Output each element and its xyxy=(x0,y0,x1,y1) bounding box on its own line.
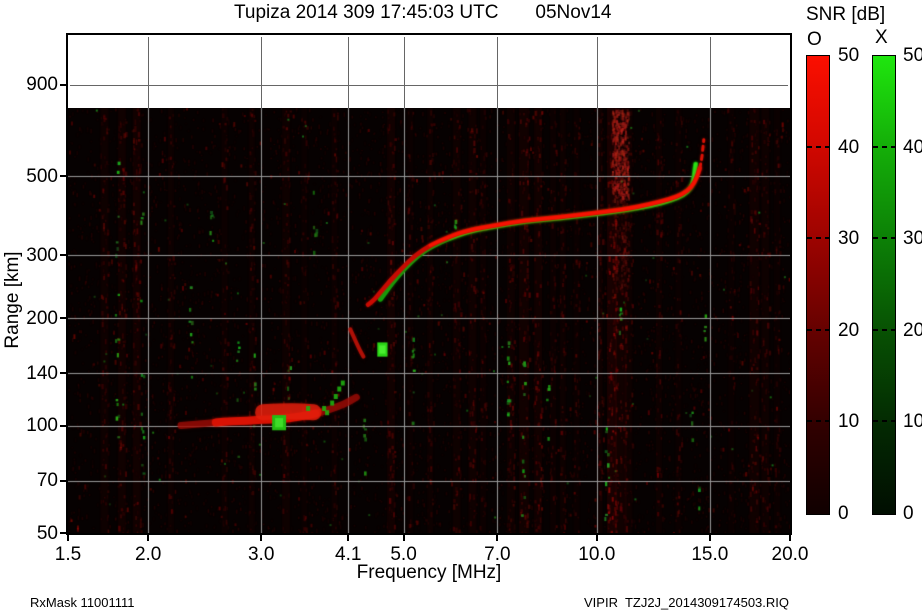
colorbar-tick-dash xyxy=(873,420,895,423)
x-tick-mark xyxy=(347,535,350,541)
colorbar-tick-dash xyxy=(807,145,829,148)
colorbar-o-label: O xyxy=(807,29,822,50)
x-tick-mark xyxy=(67,535,69,541)
colorbar-tick-dash xyxy=(807,237,829,240)
gridline-vertical xyxy=(403,37,405,108)
y-tick-label: 70 xyxy=(36,470,58,492)
y-tick-mark xyxy=(60,479,66,482)
y-tick-mark xyxy=(60,424,66,427)
x-tick-label: 4.1 xyxy=(335,544,362,565)
x-tick-label: 3.0 xyxy=(247,544,275,565)
chart-title: Tupiza 2014 309 17:45:03 UTC xyxy=(234,2,499,23)
ionogram-canvas xyxy=(68,108,790,533)
y-tick-mark xyxy=(60,254,66,257)
chart-date: 05Nov14 xyxy=(535,2,612,23)
colorbar-o xyxy=(806,55,830,515)
colorbar-tick-dash xyxy=(873,328,895,331)
colorbar-tick-label: 20 xyxy=(838,319,860,341)
y-tick-label: 50 xyxy=(36,522,58,544)
colorbar-tick-label: 10 xyxy=(903,411,922,433)
x-tick-label: 15.0 xyxy=(691,544,729,565)
gridline-vertical xyxy=(148,37,150,108)
plot-border xyxy=(66,33,792,535)
colorbar-tick-label: 0 xyxy=(838,503,849,524)
y-tick-label: 140 xyxy=(26,362,58,384)
x-tick-label: 10.0 xyxy=(578,544,616,565)
colorbar-tick-label: 40 xyxy=(903,136,922,158)
rxmask-text: RxMask 11001111 xyxy=(30,595,135,610)
x-tick-label: 2.0 xyxy=(134,544,162,565)
colorbar-tick-dash xyxy=(873,237,895,240)
gridline-vertical xyxy=(348,37,350,108)
gridline-900km xyxy=(70,84,788,86)
y-tick-label: 900 xyxy=(26,74,58,96)
x-tick-mark xyxy=(402,535,405,541)
y-tick-label: 200 xyxy=(26,307,58,329)
colorbar-tick-label: 50 xyxy=(903,45,922,66)
colorbar-tick-label: 0 xyxy=(903,503,914,524)
x-tick-mark xyxy=(789,535,791,541)
y-tick-mark xyxy=(60,175,66,178)
colorbar-x-label: X xyxy=(875,27,888,48)
colorbar-tick-dash xyxy=(807,328,829,331)
y-tick-label: 300 xyxy=(26,244,58,266)
x-tick-label: 1.5 xyxy=(54,544,82,565)
snr-legend-title: SNR [dB] xyxy=(806,4,886,25)
y-tick-mark xyxy=(60,317,66,320)
x-tick-mark xyxy=(708,535,711,541)
x-tick-mark xyxy=(496,535,499,541)
y-tick-mark xyxy=(60,532,66,534)
x-tick-label: 7.0 xyxy=(484,544,511,565)
colorbar-tick-label: 50 xyxy=(838,45,860,66)
x-tick-label: 20.0 xyxy=(771,544,809,565)
colorbar-tick-dash xyxy=(807,420,829,423)
y-tick-label: 100 xyxy=(26,415,58,437)
colorbar-tick-dash xyxy=(873,145,895,148)
colorbar-tick-label: 30 xyxy=(903,228,922,250)
colorbar-tick-label: 30 xyxy=(838,228,860,250)
colorbar-x xyxy=(872,55,896,515)
data-file-text: VIPIR TZJ2J_2014309174503.RIQ xyxy=(584,595,789,610)
x-tick-mark xyxy=(147,535,150,541)
y-tick-label: 500 xyxy=(26,165,58,187)
colorbar-tick-label: 40 xyxy=(838,136,860,158)
gridline-vertical xyxy=(596,37,598,108)
x-tick-mark xyxy=(260,535,263,541)
colorbar-tick-label: 20 xyxy=(903,319,922,341)
colorbar-tick-label: 10 xyxy=(838,411,860,433)
gridline-vertical xyxy=(709,37,711,108)
gridline-vertical xyxy=(261,37,263,108)
x-tick-label: 5.0 xyxy=(390,544,417,565)
gridline-vertical xyxy=(497,37,499,108)
x-tick-mark xyxy=(595,535,598,541)
y-tick-mark xyxy=(60,372,66,375)
y-tick-mark xyxy=(60,83,66,86)
chart-header: Tupiza 2014 309 17:45:03 UTC 05Nov14 xyxy=(234,2,611,23)
x-axis-title: Frequency [MHz] xyxy=(356,562,502,583)
